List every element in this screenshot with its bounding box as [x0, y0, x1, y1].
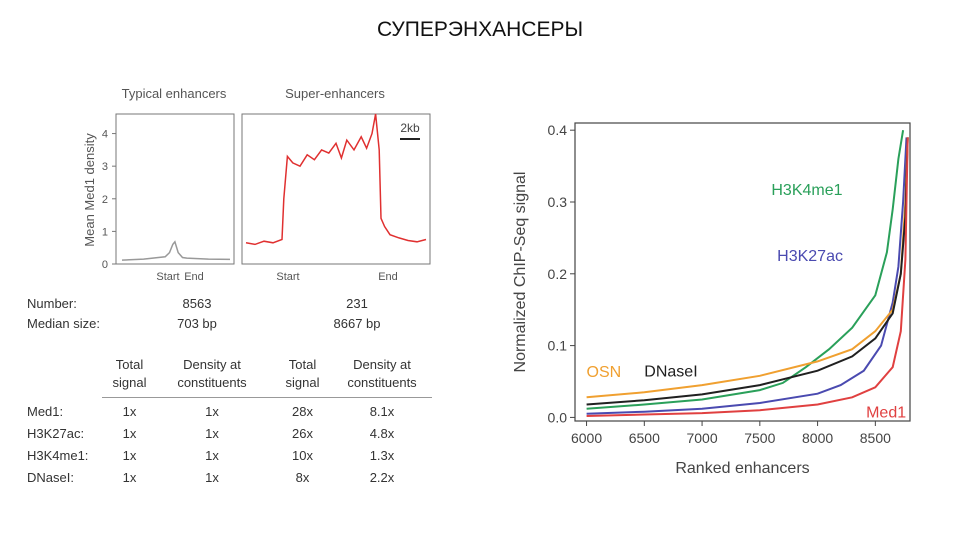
typical-number: 8563 [182, 296, 212, 311]
typical-panel-frame [115, 113, 235, 265]
x-tick-label: 6000 [571, 430, 602, 446]
super-end-tick: End [378, 271, 398, 283]
table-cell: 10x [292, 448, 313, 463]
stats-block: Number: Median size: 8563 703 bp 231 866… [27, 296, 487, 336]
table-cell: 1x [205, 470, 219, 485]
table-row-label: Med1: [27, 404, 64, 419]
x-tick-label: 8500 [860, 430, 891, 446]
med1-density-chart: Typical enhancers Super-enhancers Mean M… [82, 86, 431, 283]
x-tick-label: 7500 [744, 430, 775, 446]
super-start-tick: Start [276, 271, 299, 283]
table-cell: 1x [205, 426, 219, 441]
table-divider [102, 397, 432, 398]
table-cell: 1x [122, 470, 137, 485]
header-total-signal-super: Total signal [285, 357, 320, 390]
series-label-dnasei: DNaseI [644, 363, 697, 380]
stat-label-median: Median size: [27, 316, 100, 331]
typical-end-tick: End [184, 271, 204, 283]
x-axis-label: Ranked enhancers [675, 460, 809, 477]
y-tick-label: 3 [102, 161, 108, 173]
super-med1-line [245, 113, 427, 246]
y-tick-label: 0.0 [548, 409, 568, 425]
table-row-label: DNaseI: [27, 470, 74, 485]
y-tick-label: 0.1 [548, 338, 568, 354]
typical-median: 703 bp [177, 316, 217, 331]
y-tick-label: 0.4 [548, 122, 568, 138]
x-tick-label: 8000 [802, 430, 833, 446]
table-cell: 26x [292, 426, 313, 441]
series-line-h3k4me1 [586, 130, 905, 410]
table-cell: 2.2x [369, 470, 395, 485]
slide-title: СУПЕРЭНХАНСЕРЫ [376, 18, 584, 41]
series-line-h3k27ac [586, 137, 908, 415]
series-label-h3k4me1: H3K4me1 [771, 182, 842, 199]
table-cell: 1x [122, 448, 137, 463]
table-cell: 1x [205, 404, 219, 419]
series-label-med1: Med1 [866, 404, 906, 421]
x-tick-label: 7000 [686, 430, 717, 446]
table-cell: 1x [122, 426, 137, 441]
typical-start-tick: Start [156, 271, 179, 283]
table-cell: 1.3x [369, 448, 395, 463]
super-median: 8667 bp [333, 316, 381, 331]
table-cell: 1x [122, 404, 137, 419]
typical-panel-title: Typical enhancers [122, 86, 227, 101]
table-cell: 8.1x [369, 404, 395, 419]
table-cell: 8x [295, 470, 310, 485]
y-tick-label: 0.2 [548, 266, 568, 282]
y-tick-label: 0 [102, 259, 108, 271]
y-axis-label: Normalized ChIP-Seq signal [512, 172, 529, 373]
series-line-med1 [586, 137, 909, 417]
table-cell: 1x [205, 448, 219, 463]
y-tick-label: 4 [102, 129, 108, 141]
super-panel-frame [241, 113, 431, 265]
ranked-enhancers-chart: 0.0 0.1 0.2 0.3 0.4 6000 6500 7000 7500 8000 8500 R… [512, 122, 911, 477]
y-tick-label: 1 [102, 226, 108, 238]
series-line-dnasei [586, 137, 909, 406]
y-tick-label: 0.3 [548, 194, 568, 210]
header-total-signal-typical: Total signal [112, 357, 147, 390]
table-row-label: H3K27ac: [27, 426, 85, 441]
signal-table: Total signal Density at constituents Total… [27, 356, 487, 496]
header-density-typical: Density at constituents [177, 357, 247, 390]
scale-bar-label: 2kb [400, 121, 420, 135]
super-panel-title: Super-enhancers [285, 86, 385, 101]
typical-med1-line [121, 240, 231, 261]
y-axis-label: Mean Med1 density [82, 133, 97, 247]
series-label-osn: OSN [587, 364, 622, 381]
x-tick-label: 6500 [629, 430, 660, 446]
table-cell: 4.8x [369, 426, 395, 441]
y-tick-label: 2 [102, 194, 108, 206]
series-label-h3k27ac: H3K27ac [777, 248, 843, 265]
header-density-super: Density at constituents [347, 357, 417, 390]
stat-label-number: Number: [27, 296, 77, 311]
table-row-label: H3K4me1: [27, 448, 89, 463]
series-line-osn [586, 137, 909, 399]
table-cell: 28x [292, 404, 313, 419]
plot-frame [574, 122, 911, 422]
super-number: 231 [346, 296, 368, 311]
